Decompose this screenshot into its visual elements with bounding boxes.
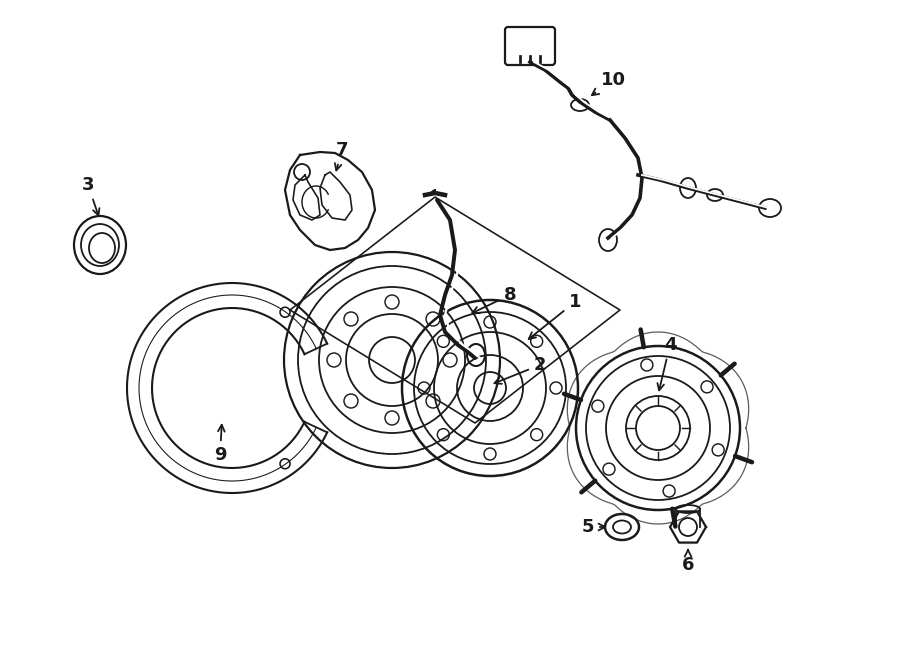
Text: 6: 6 xyxy=(682,550,694,574)
Text: 7: 7 xyxy=(335,141,348,171)
Text: 10: 10 xyxy=(592,71,626,95)
Text: 4: 4 xyxy=(657,336,676,391)
Text: 5: 5 xyxy=(581,518,605,536)
Text: 9: 9 xyxy=(214,425,226,464)
Text: 8: 8 xyxy=(472,286,517,313)
Text: 2: 2 xyxy=(494,356,546,384)
Text: 1: 1 xyxy=(528,293,581,339)
Text: 3: 3 xyxy=(82,176,99,215)
